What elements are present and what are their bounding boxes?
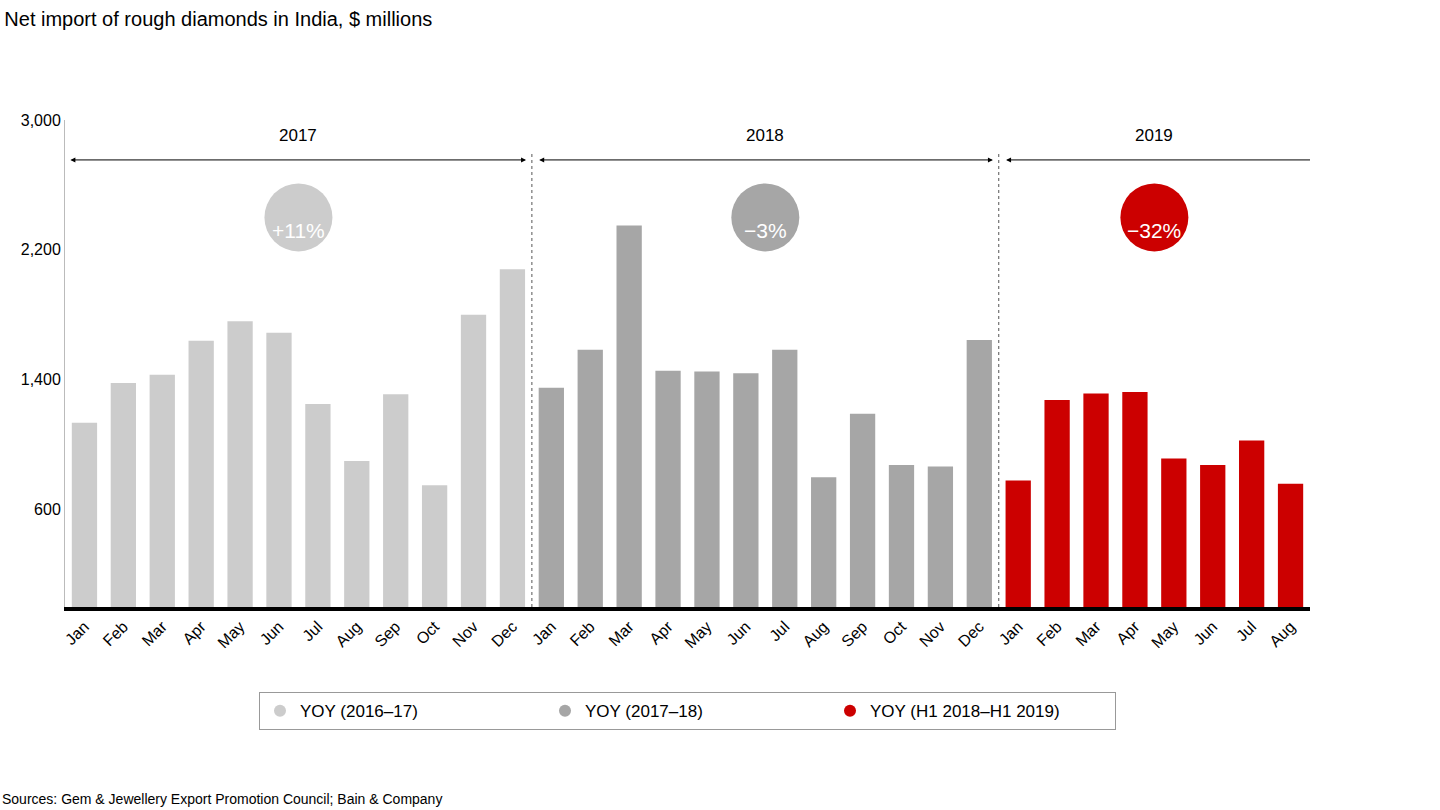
svg-text:2017: 2017: [279, 126, 317, 145]
svg-text:May: May: [1148, 618, 1181, 651]
svg-text:Jun: Jun: [723, 618, 753, 648]
svg-text:Mar: Mar: [1072, 617, 1104, 649]
svg-text:Jan: Jan: [529, 618, 559, 648]
svg-text:Sep: Sep: [371, 618, 403, 650]
svg-text:−32%: −32%: [1127, 219, 1181, 242]
svg-text:May: May: [681, 618, 714, 651]
svg-text:Jul: Jul: [766, 618, 792, 644]
svg-text:600: 600: [34, 501, 61, 518]
svg-text:1,400: 1,400: [21, 371, 61, 388]
svg-text:Mar: Mar: [605, 617, 637, 649]
svg-text:YOY (2017–18): YOY (2017–18): [585, 702, 703, 721]
svg-text:+11%: +11%: [272, 219, 325, 242]
svg-text:Aug: Aug: [1266, 618, 1298, 650]
svg-text:YOY (H1 2018–H1 2019): YOY (H1 2018–H1 2019): [870, 702, 1060, 721]
svg-text:−3%: −3%: [744, 219, 787, 242]
svg-text:Aug: Aug: [332, 618, 364, 650]
svg-text:Apr: Apr: [179, 617, 209, 647]
svg-text:Jul: Jul: [299, 618, 325, 644]
svg-text:Sep: Sep: [838, 618, 870, 650]
svg-text:2,200: 2,200: [21, 241, 61, 258]
svg-text:Nov: Nov: [916, 618, 948, 650]
svg-text:Nov: Nov: [449, 618, 481, 650]
svg-text:Oct: Oct: [880, 618, 910, 648]
svg-text:Feb: Feb: [1033, 618, 1065, 650]
svg-text:YOY (2016–17): YOY (2016–17): [300, 702, 418, 721]
svg-text:Jan: Jan: [996, 618, 1026, 648]
svg-text:Jun: Jun: [256, 618, 286, 648]
svg-text:Feb: Feb: [566, 618, 598, 650]
svg-text:May: May: [214, 618, 247, 651]
svg-text:Dec: Dec: [488, 618, 520, 650]
svg-text:Oct: Oct: [413, 618, 443, 648]
svg-text:Feb: Feb: [100, 618, 132, 650]
svg-text:Sources: Gem & Jewellery Expor: Sources: Gem & Jewellery Export Promotio…: [2, 791, 442, 807]
svg-text:Jan: Jan: [62, 618, 92, 648]
svg-text:3,000: 3,000: [21, 112, 61, 129]
svg-text:Jun: Jun: [1190, 618, 1220, 648]
svg-text:2018: 2018: [746, 126, 784, 145]
svg-text:Dec: Dec: [955, 618, 987, 650]
svg-text:2019: 2019: [1135, 126, 1173, 145]
svg-text:Mar: Mar: [139, 617, 171, 649]
svg-text:Aug: Aug: [799, 618, 831, 650]
svg-text:Net import of rough diamonds i: Net import of rough diamonds in India, $…: [4, 8, 432, 30]
svg-text:Apr: Apr: [1113, 617, 1143, 647]
svg-text:Jul: Jul: [1233, 618, 1259, 644]
svg-text:Apr: Apr: [646, 617, 676, 647]
